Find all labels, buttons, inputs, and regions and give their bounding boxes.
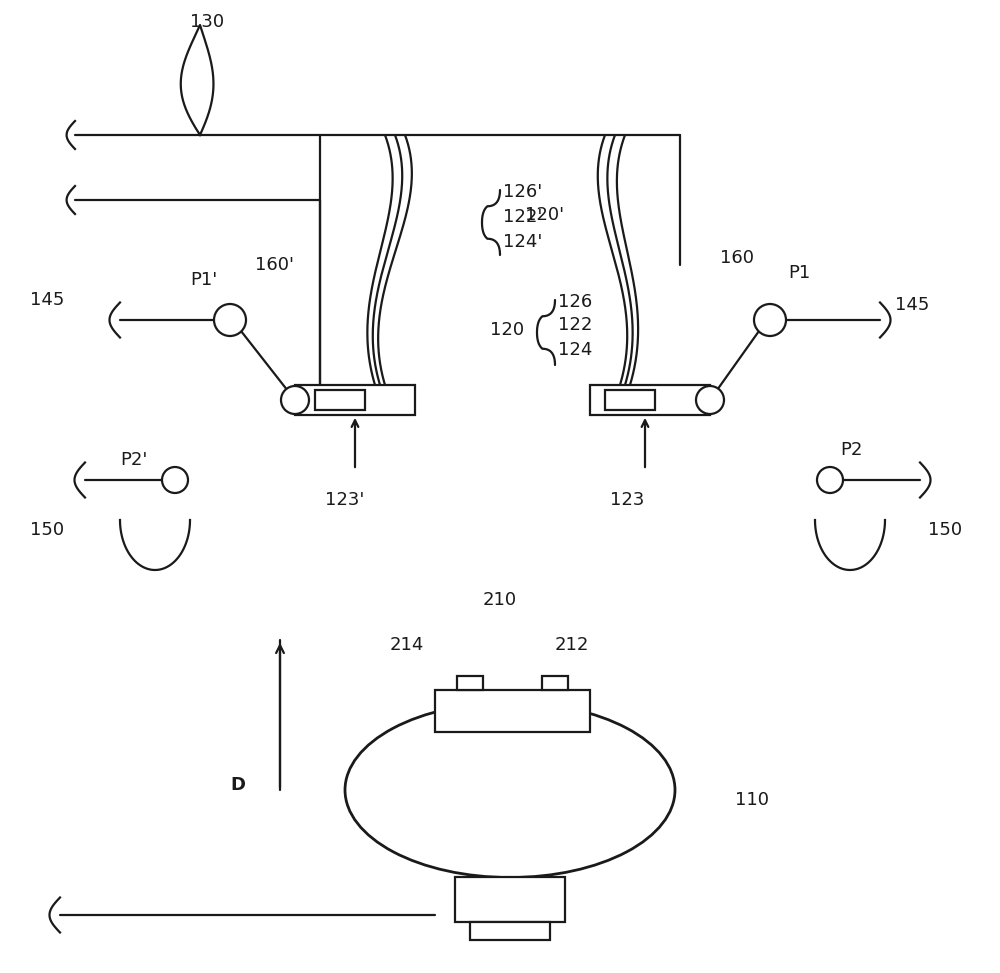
Text: P2': P2' [120,451,147,469]
Bar [470,922,550,940]
Circle shape [754,304,786,336]
Text: 120: 120 [490,321,524,339]
Bar [605,390,655,410]
Text: 122': 122' [503,208,542,226]
Text: 123': 123' [325,491,364,509]
Text: 210: 210 [483,591,517,609]
Text: 126: 126 [558,293,592,311]
Text: 145: 145 [895,296,929,314]
Bar [435,690,590,732]
Text: 122: 122 [558,316,592,334]
Circle shape [696,386,724,414]
Text: P2: P2 [840,441,862,459]
Text: 124': 124' [503,233,542,251]
Text: 160': 160' [255,256,294,274]
Text: P1: P1 [788,264,810,282]
Text: 160: 160 [720,249,754,267]
Text: 120': 120' [525,206,564,224]
Bar [295,385,415,415]
Bar [590,385,710,415]
Text: P1': P1' [190,271,217,289]
Bar [542,676,568,690]
Bar [457,676,483,690]
Text: 130: 130 [190,13,224,31]
Circle shape [214,304,246,336]
Text: 110: 110 [735,791,769,809]
Text: 214: 214 [390,636,424,654]
Bar [315,390,365,410]
Text: 150: 150 [30,521,64,539]
Text: 150: 150 [928,521,962,539]
Circle shape [162,467,188,493]
Text: 126': 126' [503,183,542,201]
Text: D: D [230,776,245,794]
Circle shape [281,386,309,414]
Circle shape [817,467,843,493]
Text: 145: 145 [30,291,64,309]
Ellipse shape [345,703,675,878]
Text: 212: 212 [555,636,589,654]
Bar [455,877,565,922]
Text: 123: 123 [610,491,644,509]
Text: 124: 124 [558,341,592,359]
